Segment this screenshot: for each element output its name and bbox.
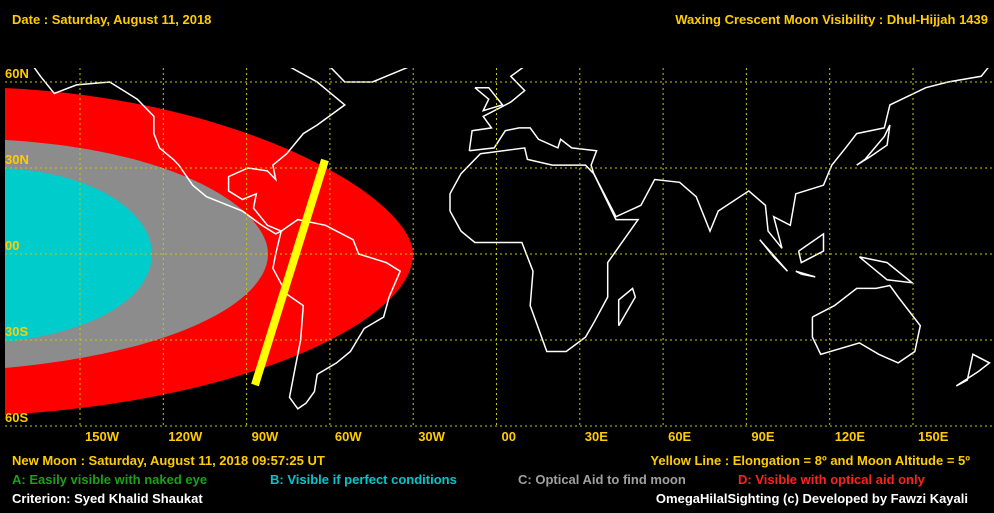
legend-b: B: Visible if perfect conditions [270,472,457,487]
coastline [955,353,991,387]
coastline [449,147,640,353]
lon-label: 120E [835,429,866,444]
credit: OmegaHilalSighting (c) Developed by Fawz… [656,491,968,506]
lon-label: 60E [668,429,691,444]
zone-b [5,168,152,342]
coastline [858,256,915,284]
legend-a: A: Easily visible with naked eye [12,472,207,487]
legend-d: D: Visible with optical aid only [738,472,926,487]
coastline [474,86,504,112]
new-moon: New Moon : Saturday, August 11, 2018 09:… [12,453,325,468]
coastline [330,68,409,83]
coastline [617,287,637,327]
coastline [759,239,789,272]
criterion: Criterion: Syed Khalid Shaukat [12,491,203,506]
lon-label: 150W [85,429,120,444]
yellow-line [251,158,329,387]
lat-label: 30N [5,152,29,167]
coastline [811,284,922,364]
title: Waxing Crescent Moon Visibility : Dhul-H… [675,12,988,27]
lat-label: 60S [5,410,28,425]
lat-label: 00 [5,238,19,253]
coastline [272,218,402,410]
yellow-line-note: Yellow Line : Elongation = 8º and Moon A… [650,453,970,468]
lat-label: 60N [5,66,29,81]
lon-label: 90E [751,429,774,444]
lon-label: 30E [585,429,608,444]
lat-label: 30S [5,324,28,339]
legend-c: C: Optical Aid to find moon [518,472,686,487]
lon-label: 90W [252,429,279,444]
lon-label: 30W [418,429,445,444]
coastline [856,124,891,166]
graticule [5,68,994,428]
coastline [33,68,347,235]
date: Date : Saturday, August 11, 2018 [12,12,211,27]
lon-label: 120W [168,429,203,444]
coastline [795,270,816,278]
lon-label: 00 [502,429,516,444]
lon-label: 150E [918,429,949,444]
map-area [5,68,994,428]
lon-label: 60W [335,429,362,444]
coastline [797,232,825,264]
